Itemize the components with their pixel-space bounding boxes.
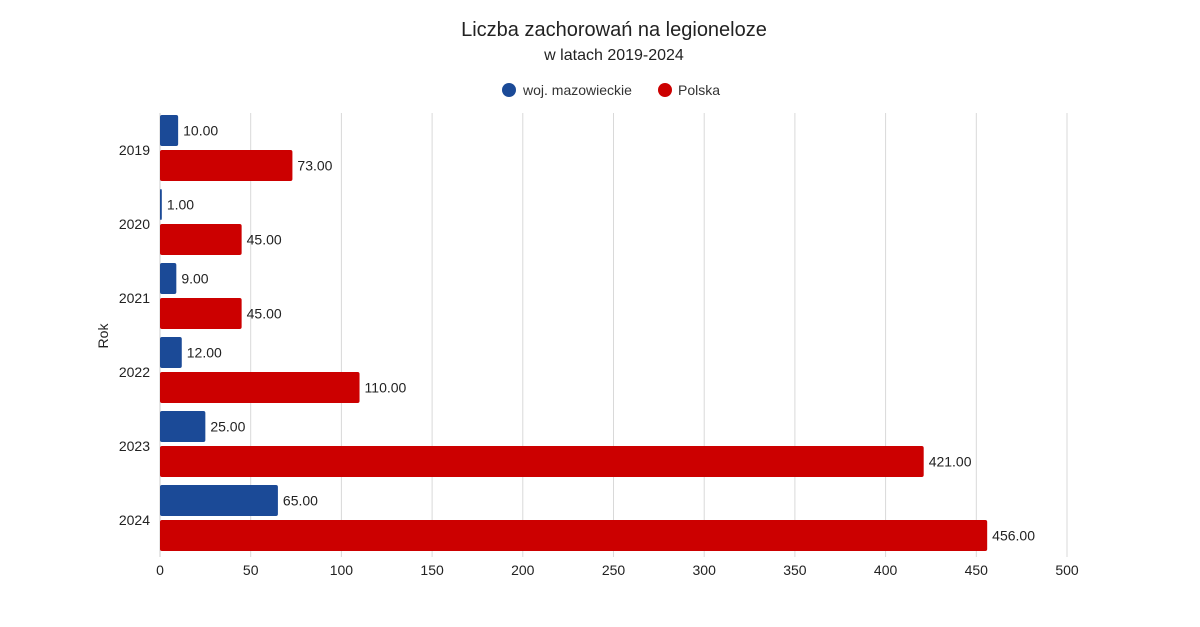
x-tick-label: 250	[602, 562, 626, 578]
category-label-2022: 2022	[119, 364, 150, 380]
bar-polska-2024	[160, 520, 988, 551]
bar-mazowieckie-2024	[160, 485, 278, 516]
bars	[160, 115, 988, 551]
bar-polska-2019	[160, 150, 293, 181]
value-label-polska-2024: 456.00	[992, 528, 1035, 544]
y-axis-categories: 2019 2020 2021 2022 2023 2024	[119, 142, 150, 528]
bar-mazowieckie-2020	[160, 189, 162, 220]
value-label-mazowieckie-2019: 10.00	[183, 123, 218, 139]
value-label-mazowieckie-2024: 65.00	[283, 493, 318, 509]
legend-marker-polska	[658, 83, 672, 97]
x-tick-label: 150	[420, 562, 444, 578]
value-label-mazowieckie-2023: 25.00	[210, 419, 245, 435]
category-label-2021: 2021	[119, 290, 150, 306]
x-tick-label: 400	[874, 562, 898, 578]
category-label-2023: 2023	[119, 438, 150, 454]
x-tick-label: 350	[783, 562, 807, 578]
value-labels: 10.00 73.00 1.00 45.00 9.00 45.00 12.00 110.00 2…	[167, 123, 1035, 544]
category-label-2019: 2019	[119, 142, 150, 158]
bar-polska-2022	[160, 372, 360, 403]
legend-label-polska: Polska	[678, 82, 720, 98]
x-tick-label: 500	[1055, 562, 1079, 578]
legend-marker-mazowieckie	[502, 83, 516, 97]
value-label-polska-2022: 110.00	[365, 380, 407, 396]
value-label-polska-2020: 45.00	[247, 232, 282, 248]
bar-mazowieckie-2019	[160, 115, 179, 146]
value-label-polska-2019: 73.00	[297, 158, 332, 174]
legend-label-mazowieckie: woj. mazowieckie	[522, 82, 632, 98]
value-label-mazowieckie-2020: 1.00	[167, 197, 194, 213]
category-label-2024: 2024	[119, 512, 150, 528]
y-axis-title: Rok	[95, 323, 111, 349]
chart-title: Liczba zachorowań na legioneloze	[461, 19, 767, 41]
value-label-polska-2021: 45.00	[247, 306, 282, 322]
bar-polska-2020	[160, 224, 242, 255]
bar-mazowieckie-2023	[160, 411, 206, 442]
bar-mazowieckie-2022	[160, 337, 182, 368]
x-tick-label: 50	[243, 562, 259, 578]
x-tick-label: 0	[156, 562, 164, 578]
category-label-2020: 2020	[119, 216, 150, 232]
value-label-polska-2023: 421.00	[929, 454, 972, 470]
x-axis-ticks: 0 50 100 150 200 250 300 350 400 450 500	[156, 562, 1079, 578]
bar-polska-2023	[160, 446, 924, 477]
x-tick-label: 450	[965, 562, 989, 578]
legend: woj. mazowieckie Polska	[502, 82, 720, 98]
value-label-mazowieckie-2022: 12.00	[187, 345, 222, 361]
x-tick-label: 200	[511, 562, 535, 578]
chart-subtitle: w latach 2019-2024	[543, 47, 684, 64]
x-tick-label: 100	[330, 562, 354, 578]
bar-polska-2021	[160, 298, 242, 329]
gridlines	[159, 113, 1068, 557]
bar-mazowieckie-2021	[160, 263, 177, 294]
value-label-mazowieckie-2021: 9.00	[181, 271, 208, 287]
x-tick-label: 300	[693, 562, 717, 578]
